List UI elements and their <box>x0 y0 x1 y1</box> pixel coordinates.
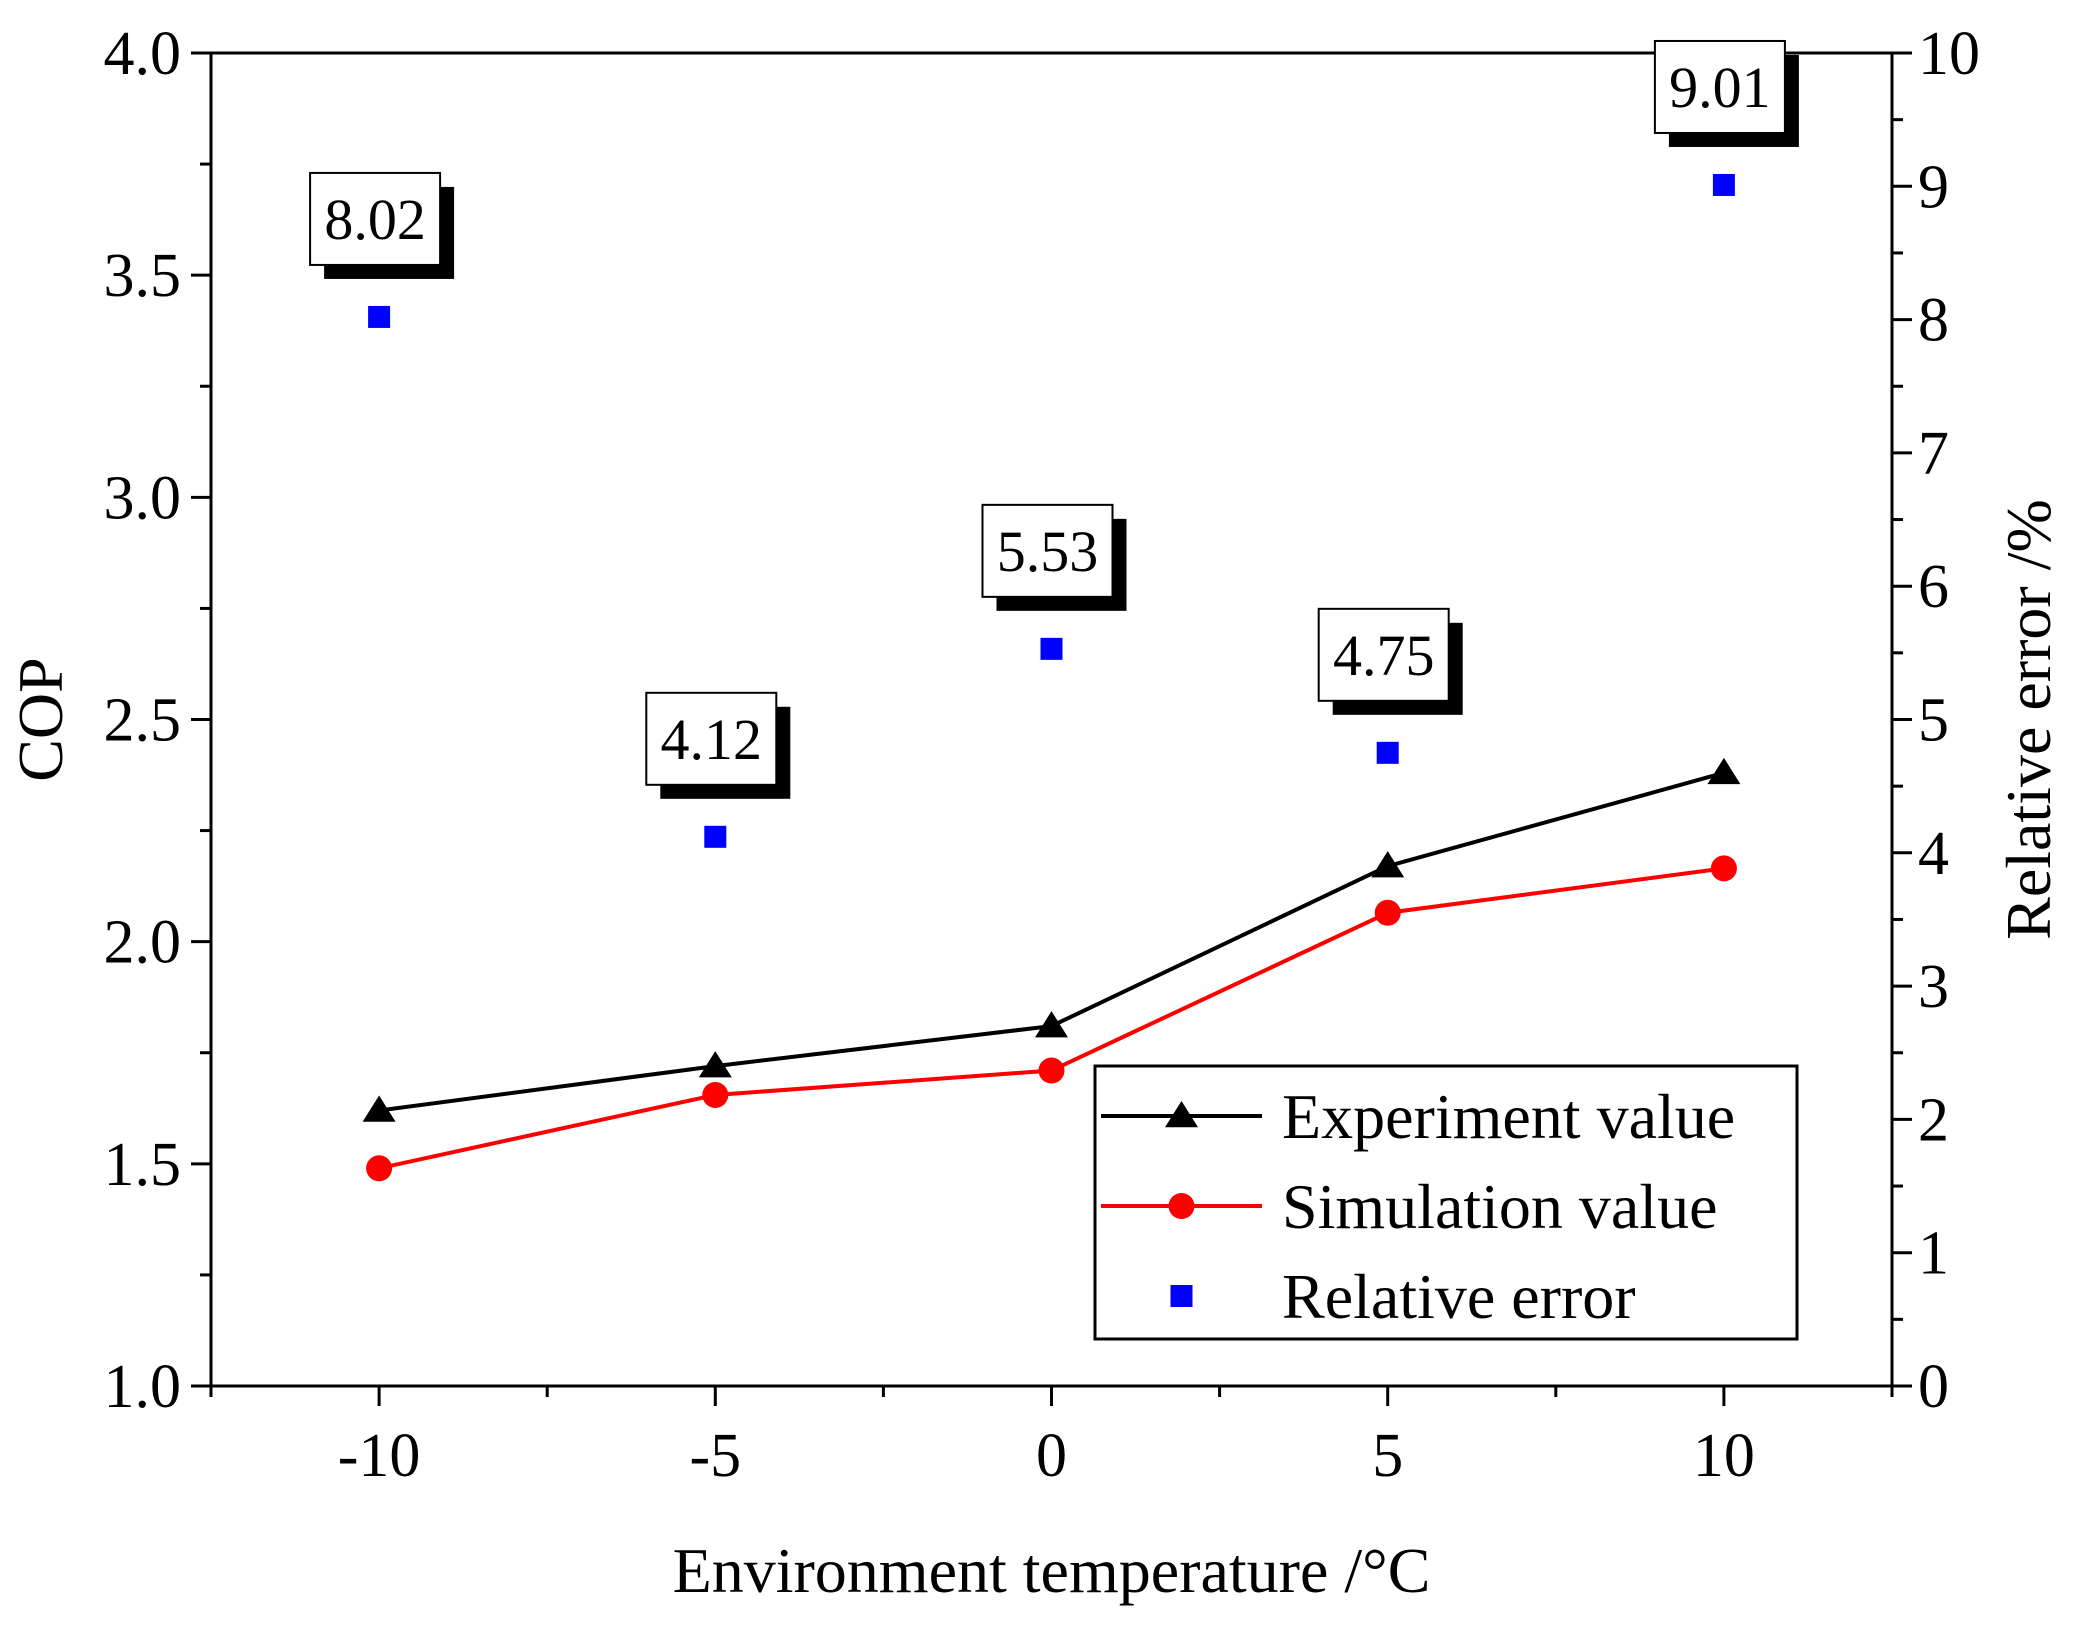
y2-tick-label: 10 <box>1918 20 1980 88</box>
data-point-circle <box>1374 899 1401 926</box>
data-point-triangle <box>1371 851 1405 878</box>
legend-label: Relative error <box>1282 1261 1636 1332</box>
x-tick-label: 5 <box>1372 1422 1403 1490</box>
x-axis-title: Environment temperature /°C <box>673 1535 1431 1606</box>
data-label: 5.53 <box>997 519 1099 584</box>
data-label-frame <box>645 691 778 786</box>
legend: Experiment value Simulation value Relative… <box>1093 1064 1799 1341</box>
y2-tick-label: 5 <box>1918 687 1949 755</box>
y2-tick-label: 7 <box>1918 420 1949 488</box>
data-point-triangle <box>1707 757 1741 785</box>
y2-tick-label: 4 <box>1918 820 1949 888</box>
data-point-circle <box>1710 855 1737 882</box>
data-point-square <box>704 825 727 848</box>
y-tick-label: 1.0 <box>104 1353 182 1421</box>
y-tick-label: 4.0 <box>104 20 182 88</box>
legend-label: Experiment value <box>1282 1081 1735 1152</box>
ticks <box>191 51 1912 1406</box>
data-point-circle <box>702 1081 729 1108</box>
data-label: 8.02 <box>324 187 426 252</box>
data-point-triangle <box>1035 1011 1068 1038</box>
data-label-frame <box>1317 607 1450 702</box>
legend-item: Relative error <box>1170 1261 1636 1332</box>
annotations: 8.02 4.12 5.53 4.75 9.01 <box>309 39 1799 799</box>
data-label-frame <box>309 171 442 266</box>
y-tick-label: 3.0 <box>104 464 182 532</box>
data-label: 9.01 <box>1669 55 1771 120</box>
y2-tick-label: 8 <box>1918 287 1949 355</box>
legend-item: Experiment value <box>1101 1081 1735 1152</box>
data-label-frame <box>981 503 1114 598</box>
legend-marker-circle <box>1168 1193 1195 1219</box>
series-relative-error <box>368 173 1735 848</box>
legend-item: Simulation value <box>1101 1171 1718 1242</box>
y2-tick-label: 3 <box>1918 953 1949 1021</box>
x-tick-label: 10 <box>1693 1422 1755 1490</box>
x-tick-label: -5 <box>689 1422 741 1490</box>
data-point-circle <box>366 1155 393 1182</box>
legend-label: Simulation value <box>1282 1171 1718 1242</box>
data-point-circle <box>1038 1057 1065 1084</box>
y-tick-label: 1.5 <box>104 1131 182 1199</box>
legend-marker-triangle <box>1165 1101 1198 1128</box>
series <box>362 173 1741 1182</box>
data-label-box: 4.75 <box>1317 607 1463 715</box>
data-point-square <box>368 305 391 328</box>
y-tick-label: 3.5 <box>104 242 182 310</box>
data-point-square <box>1376 741 1399 764</box>
y-tick-label: 2.5 <box>104 687 182 755</box>
y-axis-title: COP <box>5 657 76 782</box>
data-point-square <box>1040 637 1063 660</box>
y2-tick-label: 1 <box>1918 1220 1949 1288</box>
y2-axis-title: Relative error /% <box>1993 499 2064 940</box>
data-point-triangle <box>362 1095 396 1122</box>
data-label: 4.75 <box>1333 623 1435 688</box>
legend-marker-square <box>1170 1285 1193 1307</box>
tick-labels: 1.0 1.5 2.0 2.5 3.0 3.5 4.0 0 1 2 3 4 5 6 7 8 9 10 -10 -5 0 5… <box>104 20 1981 1490</box>
y2-tick-label: 6 <box>1918 553 1949 621</box>
y2-tick-label: 9 <box>1918 153 1949 221</box>
data-point-square <box>1712 173 1735 196</box>
data-label-box: 9.01 <box>1653 39 1799 147</box>
data-label-frame <box>1653 39 1786 134</box>
data-label-box: 8.02 <box>309 171 455 279</box>
x-tick-label: -10 <box>338 1422 421 1490</box>
y2-tick-label: 2 <box>1918 1086 1949 1154</box>
data-label-box: 5.53 <box>981 503 1127 611</box>
data-label-box: 4.12 <box>645 691 791 799</box>
data-point-triangle <box>698 1051 732 1078</box>
legend-frame <box>1093 1064 1799 1341</box>
data-label: 4.12 <box>661 707 763 772</box>
y2-tick-label: 0 <box>1918 1353 1949 1421</box>
series-simulation-value <box>366 855 1737 1182</box>
x-tick-label: 0 <box>1036 1422 1067 1490</box>
series-experiment-value <box>362 757 1741 1122</box>
y-tick-label: 2.0 <box>104 909 182 977</box>
